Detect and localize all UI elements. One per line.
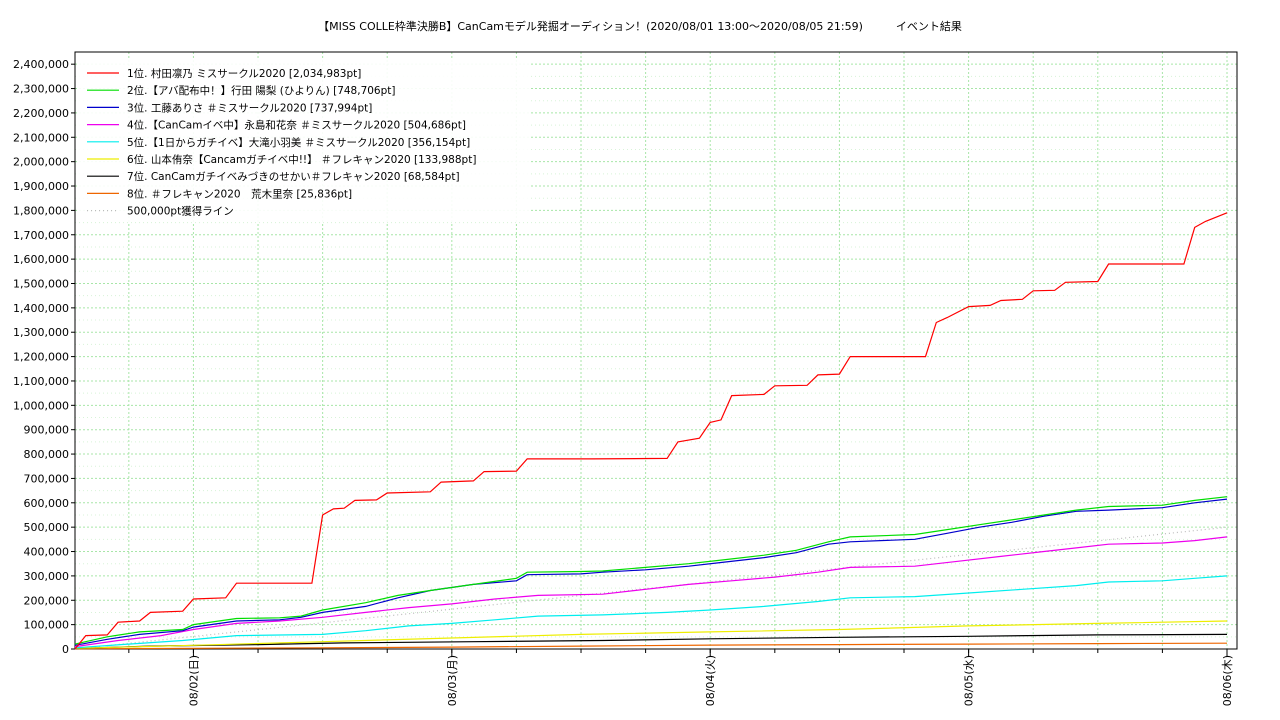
legend-box bbox=[79, 58, 529, 222]
y-tick-label: 0 bbox=[62, 643, 69, 656]
y-tick-label: 900,000 bbox=[24, 424, 70, 437]
y-tick-label: 1,000,000 bbox=[13, 399, 69, 412]
legend-label: 3位. 工藤ありさ ＃ミスサークル2020 [737,994pt] bbox=[127, 101, 372, 114]
x-tick-label: 08/06(木) bbox=[1221, 655, 1234, 706]
legend-label: 4位.【CanCamイベ中】永島和花奈 ＃ミスサークル2020 [504,686… bbox=[127, 119, 466, 132]
y-tick-label: 300,000 bbox=[24, 570, 70, 583]
y-tick-label: 700,000 bbox=[24, 472, 70, 485]
y-tick-label: 1,400,000 bbox=[13, 302, 69, 315]
legend-label: 8位. ＃フレキャン2020 荒木里奈 [25,836pt] bbox=[127, 187, 352, 200]
series-line bbox=[74, 642, 1228, 650]
y-tick-label: 1,500,000 bbox=[13, 277, 69, 290]
y-tick-label: 100,000 bbox=[24, 619, 70, 632]
y-tick-label: 400,000 bbox=[24, 546, 70, 559]
plot-frame bbox=[74, 51, 1238, 650]
y-tick-label: 2,100,000 bbox=[13, 131, 69, 144]
series-line bbox=[74, 633, 1228, 650]
legend-label: 1位. 村田凛乃 ミスサークル2020 [2,034,983pt] bbox=[127, 67, 361, 80]
legend-label: 6位. 山本侑奈【Cancamガチイベ中!!】 ＃フレキャン2020 [133,… bbox=[127, 153, 476, 166]
x-tick-label: 08/04(火) bbox=[704, 655, 717, 706]
series-line bbox=[74, 212, 1228, 650]
chart-title: 【MISS COLLE枠準決勝B】CanCamモデル発掘オーディション！(202… bbox=[318, 20, 962, 33]
x-tick-label: 08/02(日) bbox=[187, 655, 200, 706]
y-tick-label: 1,300,000 bbox=[13, 326, 69, 339]
legend-label: 2位.【アバ配布中！】行田 陽梨 (ひよりん) [748,706pt] bbox=[127, 84, 396, 97]
y-tick-label: 800,000 bbox=[24, 448, 70, 461]
y-tick-label: 1,100,000 bbox=[13, 375, 69, 388]
x-tick-label: 08/05(水) bbox=[963, 655, 976, 706]
y-tick-label: 1,600,000 bbox=[13, 253, 69, 266]
series-line bbox=[74, 620, 1228, 649]
x-tick-label: 08/03(月) bbox=[446, 655, 459, 706]
y-tick-label: 1,700,000 bbox=[13, 229, 69, 242]
series-line bbox=[74, 575, 1228, 649]
series-line bbox=[74, 496, 1228, 645]
y-tick-label: 1,200,000 bbox=[13, 351, 69, 364]
legend-label: 7位. CanCamガチイベみづきのせかい＃フレキャン2020 [68,584p… bbox=[127, 170, 460, 183]
y-tick-label: 600,000 bbox=[24, 497, 70, 510]
series-line bbox=[74, 498, 1228, 646]
y-tick-label: 1,800,000 bbox=[13, 204, 69, 217]
y-tick-label: 1,900,000 bbox=[13, 180, 69, 193]
y-tick-label: 2,200,000 bbox=[13, 107, 69, 120]
y-tick-label: 2,000,000 bbox=[13, 156, 69, 169]
y-tick-label: 200,000 bbox=[24, 594, 70, 607]
legend-label: 500,000pt獲得ライン bbox=[127, 205, 234, 218]
series-line bbox=[74, 536, 1228, 648]
y-tick-label: 2,300,000 bbox=[13, 83, 69, 96]
y-tick-label: 2,400,000 bbox=[13, 58, 69, 71]
legend-label: 5位.【1日からガチイベ】大滝小羽美 ＃ミスサークル2020 [356,154p… bbox=[127, 136, 470, 149]
y-tick-label: 500,000 bbox=[24, 521, 70, 534]
